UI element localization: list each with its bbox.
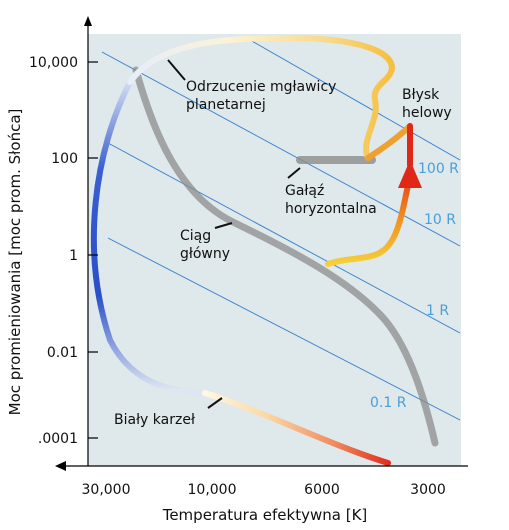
radius-line-0.1R [107,237,461,421]
x-tick-label: 10,000 [188,482,237,498]
axes [55,16,468,471]
track-top-segment [127,34,396,161]
x-axis-title: Temperatura efektywna [K] [162,506,368,524]
leader-white-dwarf [207,397,223,409]
y-tick-label: .0001 [38,431,78,447]
radius-label-100R: 100 R [418,161,459,177]
y-axis-arrow [84,16,92,26]
y-tick-label: 10,000 [29,55,78,71]
radius-line-1R [107,142,461,334]
label-helium-flash-line2: helowy [402,105,452,121]
leader-planetary-nebula [167,59,186,81]
label-main-sequence-line2: główny [180,246,230,262]
radius-line-100R [249,39,461,161]
track-white-dwarf [202,390,391,466]
track-arrow-head [398,160,422,188]
label-horizontal-branch-line2: horyzontalna [285,201,377,217]
leader-horizontal-branch [287,167,301,179]
radius-label-0.1R: 0.1 R [370,395,407,411]
track-horizontal-branch [365,123,413,161]
x-tick-label: 6000 [304,482,340,498]
leader-lines [167,59,301,409]
y-tick-label: 0.01 [47,345,78,361]
label-planetary-nebula-line2: planetarnej [186,97,266,113]
y-tick-label: 1 [69,248,78,264]
x-tick-label: 30,000 [82,482,131,498]
label-white-dwarf: Biały karzeł [114,412,195,428]
radius-label-10R: 10 R [424,212,456,228]
y-axis-title: Moc promieniowania [moc prom. Słońca] [6,109,24,416]
track-red-giant-branch [325,182,411,267]
label-main-sequence-line1: Ciąg [180,228,211,244]
label-horizontal-branch-line1: Gałąź [285,183,324,199]
leader-main-sequence [214,222,233,229]
main-sequence-band [132,66,439,447]
label-helium-flash-line1: Błysk [402,87,440,103]
radius-label-1R: 1 R [426,303,449,319]
x-tick-label: 3000 [410,482,446,498]
y-tick-label: 100 [51,151,78,167]
track-blue-segment [90,79,208,396]
radius-lines [101,39,461,421]
evolution-track [90,34,422,466]
label-planetary-nebula-line1: Odrzucenie mgławicy [186,79,336,95]
